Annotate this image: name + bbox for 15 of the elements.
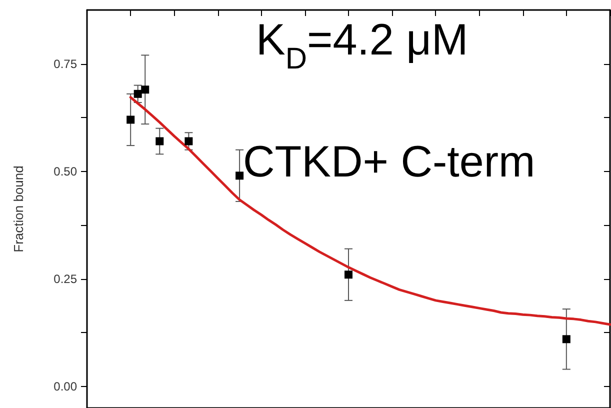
y-tick-label: 0.75 xyxy=(54,56,78,71)
point xyxy=(126,116,135,124)
point xyxy=(156,137,164,146)
y-tick-label: 0.00 xyxy=(54,379,78,394)
line-series xyxy=(129,96,611,326)
point xyxy=(141,86,150,94)
y-tick-label: 0.50 xyxy=(54,164,78,178)
point xyxy=(562,335,570,344)
y-axis-title: Fraction bound xyxy=(11,166,26,252)
point xyxy=(344,270,352,279)
point xyxy=(236,172,244,180)
point xyxy=(184,137,193,146)
y-tick-label: 0.25 xyxy=(54,272,78,286)
point xyxy=(134,90,142,98)
annotation: CTKD+ C-term xyxy=(243,138,536,186)
